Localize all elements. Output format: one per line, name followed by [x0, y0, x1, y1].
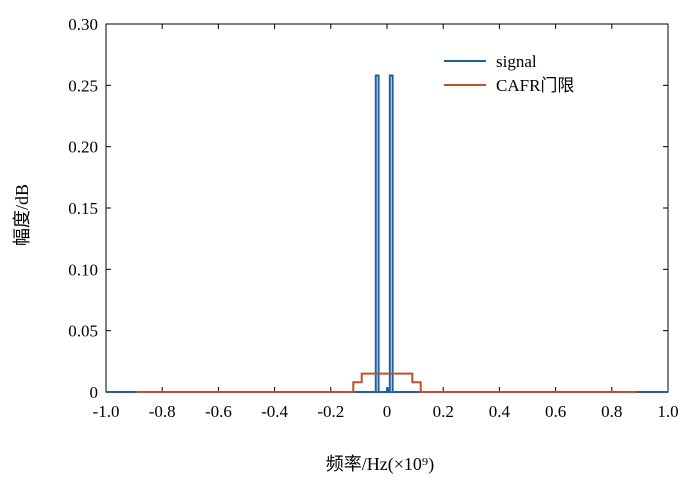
y-axis-ticks: 0 0.05 0.10 0.15 0.20 0.25 0.30 [68, 15, 668, 402]
series-layer [106, 74, 668, 393]
x-tick-label: 1.0 [657, 402, 678, 421]
x-tick-label: 0.2 [433, 402, 454, 421]
y-tick-label: 0.05 [68, 322, 98, 341]
series-line-signal [106, 74, 668, 393]
plot-frame [105, 23, 669, 393]
legend-label: CAFR门限 [496, 76, 574, 95]
x-tick-label: 0.6 [545, 402, 566, 421]
x-tick-label: 0 [383, 402, 392, 421]
x-tick-label: -0.2 [317, 402, 344, 421]
y-tick-label: 0.30 [68, 15, 98, 34]
y-tick-label: 0.10 [68, 260, 98, 279]
y-axis-title: 幅度/dB [12, 184, 32, 246]
x-tick-label: 0.8 [601, 402, 622, 421]
x-tick-label: 0.4 [489, 402, 511, 421]
x-tick-label: -1.0 [93, 402, 120, 421]
y-tick-label: 0.15 [68, 199, 98, 218]
y-tick-label: 0 [90, 383, 99, 402]
legend: signal CAFR门限 [444, 52, 574, 95]
x-tick-label: -0.8 [149, 402, 176, 421]
series-line-threshold [136, 372, 638, 393]
x-tick-label: -0.4 [261, 402, 288, 421]
y-tick-label: 0.20 [68, 138, 98, 157]
x-axis-title: 频率/Hz(×10⁹) [326, 454, 434, 475]
y-tick-label: 0.25 [68, 76, 98, 95]
x-tick-label: -0.6 [205, 402, 232, 421]
legend-label: signal [496, 52, 537, 71]
x-axis-ticks: -1.0 -0.8 -0.6 -0.4 -0.2 0 0.2 0.4 0.6 0.8 1.0 [93, 24, 679, 421]
